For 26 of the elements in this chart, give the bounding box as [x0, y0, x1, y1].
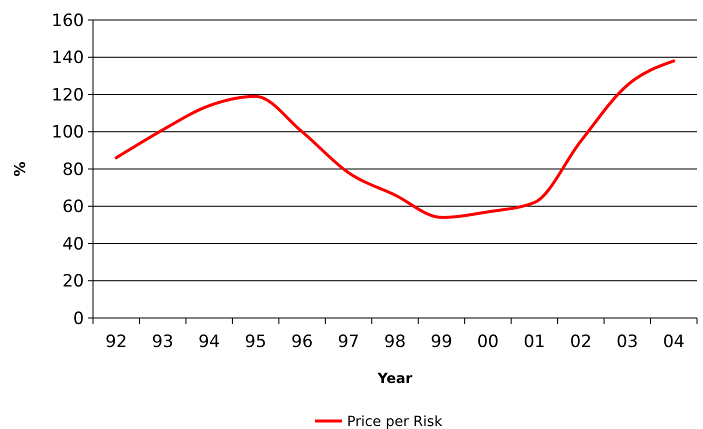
y-tick-label: 60 [62, 197, 84, 218]
y-tick-label: 100 [52, 122, 84, 143]
y-tick-label: 40 [62, 234, 84, 254]
y-axis-title: % [11, 161, 29, 177]
y-tick-label: 160 [52, 10, 84, 31]
x-tick-label: 92 [105, 332, 128, 352]
x-tick-label: 93 [152, 332, 174, 352]
x-tick-label: 04 [662, 332, 685, 352]
x-tick-label: 00 [477, 332, 499, 352]
x-tick-label: 94 [198, 332, 220, 352]
x-tick-label: 02 [570, 332, 592, 352]
x-tick-label: 03 [616, 332, 638, 352]
y-tick-label: 80 [62, 160, 84, 180]
y-tick-label: 120 [52, 85, 84, 106]
x-axis-title: Year [376, 371, 412, 387]
y-tick-label: 140 [52, 48, 84, 68]
x-tick-label: 95 [244, 332, 266, 352]
y-tick-label: 20 [62, 272, 84, 292]
x-tick-label: 96 [291, 332, 313, 352]
x-tick-label: 01 [524, 332, 546, 352]
legend-label: Price per Risk [347, 414, 444, 429]
x-tick-label: 98 [384, 332, 406, 352]
x-tick-label: 99 [430, 332, 452, 352]
x-tick-label: 97 [338, 332, 360, 352]
line-series [114, 59, 676, 219]
y-tick-label: 0 [73, 308, 84, 329]
